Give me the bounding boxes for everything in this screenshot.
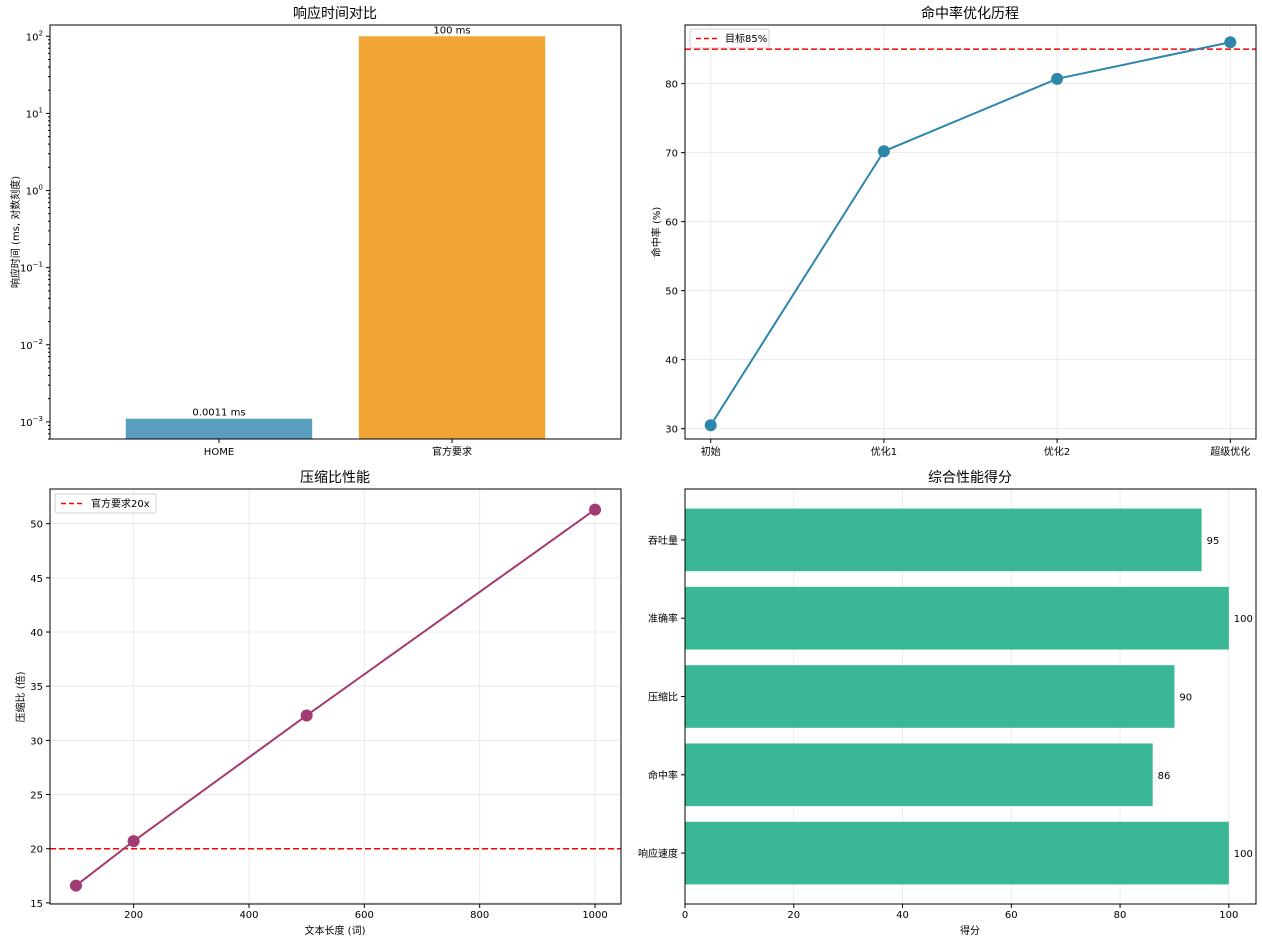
y-axis-label: 命中率 (%): [650, 207, 663, 258]
y-tick-label: 102: [26, 29, 43, 43]
bar: [685, 821, 1229, 885]
y-tick-label: 吞吐量: [648, 535, 678, 547]
y-tick-label: 50: [665, 287, 678, 298]
bar: [358, 36, 546, 439]
y-tick-label: 40: [30, 628, 43, 639]
y-tick-label: 30: [30, 736, 43, 747]
data-point: [1051, 72, 1064, 85]
chart-title: 响应时间对比: [293, 5, 377, 22]
x-tick-label: 400: [239, 910, 258, 921]
bar: [685, 743, 1153, 807]
y-tick-label: 命中率: [648, 769, 678, 782]
y-axis-label: 压缩比 (倍): [14, 671, 27, 722]
data-point: [69, 879, 82, 892]
y-tick-label: 45: [30, 574, 43, 585]
data-point: [877, 145, 890, 158]
legend: 目标85%: [689, 28, 770, 49]
chart-title: 压缩比性能: [300, 470, 370, 486]
x-tick-label: 官方要求: [432, 445, 472, 458]
x-tick-label: 20: [787, 910, 800, 921]
data-label: 86: [1158, 771, 1171, 782]
x-tick-label: 优化2: [1044, 445, 1070, 458]
x-tick-label: 优化1: [871, 445, 897, 458]
x-tick-label: 80: [1114, 910, 1127, 921]
legend-entry-official: 官方要求20x: [91, 497, 150, 510]
y-tick-label: 20: [30, 845, 43, 856]
y-tick-label: 10−2: [20, 338, 43, 352]
data-label: 95: [1207, 536, 1220, 547]
x-tick-label: HOME: [204, 447, 234, 458]
chart-overall-score: 综合性能得分 得分 100 86 90 100 95 0 20 40 60 80 100 响应速度 命…: [638, 469, 1257, 937]
legend-entry-target: 目标85%: [725, 33, 767, 45]
x-tick-label: 1000: [582, 910, 607, 921]
data-point: [1224, 36, 1237, 49]
plot-frame: [684, 24, 1257, 440]
legend: 官方要求20x: [54, 493, 157, 514]
y-tick-label: 40: [665, 356, 678, 367]
data-label: 100: [1234, 614, 1253, 625]
bar: [685, 508, 1202, 572]
series-line: [75, 508, 596, 887]
y-tick-label: 10−3: [20, 415, 43, 429]
x-tick-label: 800: [470, 910, 489, 921]
plot-frame: [49, 488, 622, 905]
data-point: [300, 709, 313, 722]
y-tick-label: 70: [665, 149, 678, 160]
x-axis-label: 得分: [960, 925, 980, 937]
y-tick-label: 50: [30, 520, 43, 531]
x-tick-label: 200: [124, 910, 143, 921]
legend-box: [54, 493, 157, 514]
legend-box: [689, 28, 770, 49]
y-tick-label: 准确率: [648, 612, 678, 625]
y-tick-label: 30: [665, 425, 678, 436]
y-tick-label: 80: [665, 80, 678, 91]
y-tick-label: 60: [665, 218, 678, 229]
x-tick-label: 40: [896, 910, 909, 921]
x-tick-label: 超级优化: [1210, 445, 1250, 458]
y-tick-label: 10−1: [20, 261, 43, 275]
y-axis-label: 响应时间 (ms, 对数刻度): [9, 176, 22, 288]
y-tick-label: 响应速度: [638, 847, 678, 860]
y-tick-label: 25: [30, 791, 43, 802]
data-point: [704, 419, 717, 432]
data-label: 0.0011 ms: [192, 408, 245, 419]
y-tick-label: 15: [30, 899, 43, 910]
x-tick-label: 0: [682, 910, 688, 921]
data-point: [127, 835, 140, 848]
y-tick-label: 压缩比: [648, 691, 678, 704]
y-tick-label: 101: [26, 106, 43, 120]
x-tick-label: 60: [1005, 910, 1018, 921]
data-label: 100 ms: [433, 25, 470, 36]
chart-response-time: 响应时间对比 响应时间 (ms, 对数刻度) 0.0011 ms 100 ms H…: [9, 5, 622, 458]
x-tick-label: 100: [1219, 910, 1238, 921]
chart-title: 综合性能得分: [928, 469, 1012, 486]
x-tick-label: 初始: [701, 445, 721, 458]
bar: [685, 586, 1229, 650]
bar: [685, 665, 1175, 728]
data-label: 100: [1234, 849, 1253, 860]
y-tick-label: 100: [26, 184, 43, 198]
chart-title: 命中率优化历程: [921, 5, 1019, 22]
bar: [125, 418, 313, 439]
plot-frame: [49, 24, 622, 440]
chart-hit-rate: 命中率优化历程 命中率 (%) 初始 优化1 优化2 超级优化 30 40 50 60 70 80…: [650, 5, 1257, 458]
x-tick-label: 600: [355, 910, 374, 921]
plot-frame: [684, 488, 1257, 905]
x-axis-label: 文本长度 (词): [305, 924, 366, 937]
chart-compression: 压缩比性能 文本长度 (词) 压缩比 (倍) 200 400 600 800 1000 1…: [14, 470, 622, 937]
data-label: 90: [1179, 693, 1192, 704]
series-line: [709, 41, 1231, 426]
y-tick-label: 35: [30, 682, 43, 693]
data-point: [589, 503, 602, 516]
